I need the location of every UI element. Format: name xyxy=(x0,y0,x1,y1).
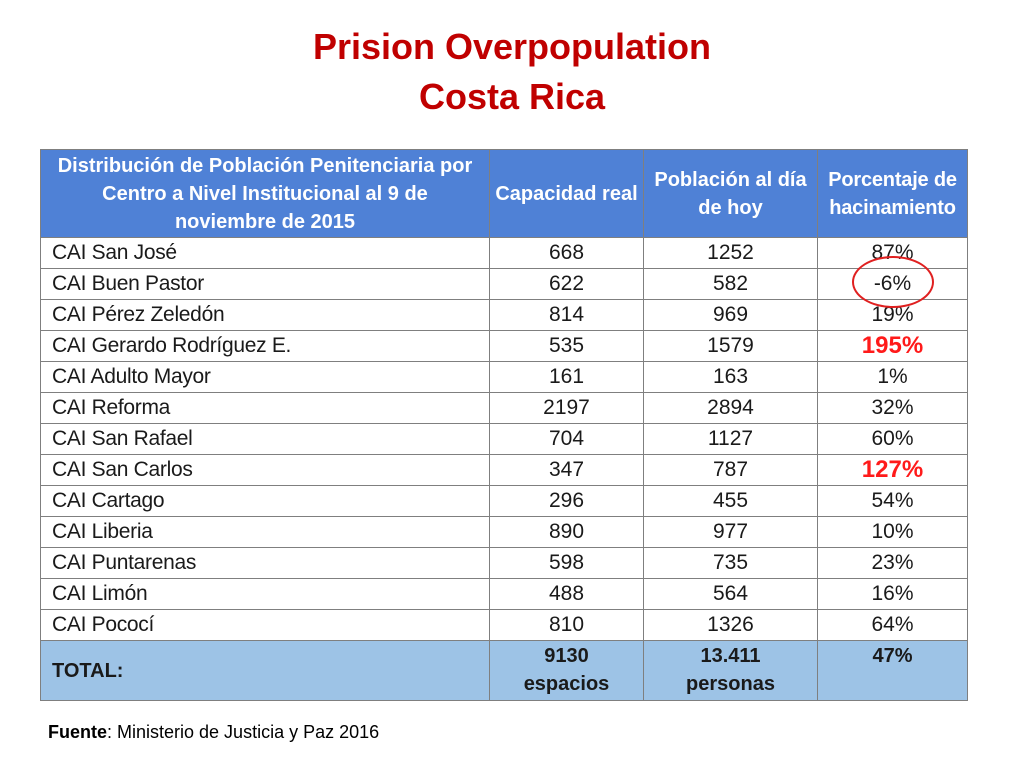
table-body: CAI San José 668 1252 87% CAI Buen Pastor 622… xyxy=(40,237,968,641)
table-row: CAI Pococí 810 1326 64% xyxy=(40,609,968,641)
center-name-cell: CAI Reforma xyxy=(40,392,490,424)
table-row: CAI San Rafael 704 1127 60% xyxy=(40,423,968,455)
capacity-cell: 810 xyxy=(489,609,644,641)
percentage-cell: 54% xyxy=(817,485,968,517)
population-cell: 977 xyxy=(643,516,818,548)
capacity-cell: 668 xyxy=(489,237,644,269)
total-percentage-value: 47% xyxy=(872,645,913,667)
percentage-cell: 60% xyxy=(817,423,968,455)
header-percentage: Porcentaje de hacinamiento xyxy=(817,149,968,238)
percentage-cell: 195% xyxy=(817,330,968,362)
table-row: CAI Liberia 890 977 10% xyxy=(40,516,968,548)
percentage-cell: 127% xyxy=(817,454,968,486)
capacity-cell: 347 xyxy=(489,454,644,486)
center-name-cell: CAI Pococí xyxy=(40,609,490,641)
population-cell: 969 xyxy=(643,299,818,331)
capacity-cell: 598 xyxy=(489,547,644,579)
capacity-cell: 622 xyxy=(489,268,644,300)
population-cell: 1579 xyxy=(643,330,818,362)
title-line-2: Costa Rica xyxy=(418,76,606,117)
population-cell: 1326 xyxy=(643,609,818,641)
table-row: CAI Cartago 296 455 54% xyxy=(40,485,968,517)
total-population: 13.411 personas xyxy=(643,640,818,701)
table-row: CAI Buen Pastor 622 582 -6% xyxy=(40,268,968,300)
table-row: CAI Gerardo Rodríguez E. 535 1579 195% xyxy=(40,330,968,362)
table-footer: TOTAL: 9130 espacios 13.411 personas 47% xyxy=(40,640,968,701)
population-cell: 2894 xyxy=(643,392,818,424)
capacity-cell: 890 xyxy=(489,516,644,548)
table-row: CAI Puntarenas 598 735 23% xyxy=(40,547,968,579)
percentage-cell: 16% xyxy=(817,578,968,610)
center-name-cell: CAI San Carlos xyxy=(40,454,490,486)
header-distribution: Distribución de Población Penitenciaria … xyxy=(40,149,490,238)
population-cell: 564 xyxy=(643,578,818,610)
table-row: CAI San José 668 1252 87% xyxy=(40,237,968,269)
source-note: Fuente: Ministerio de Justicia y Paz 201… xyxy=(48,722,379,743)
table-row: CAI Reforma 2197 2894 32% xyxy=(40,392,968,424)
source-label: Fuente xyxy=(48,722,108,742)
total-population-unit: personas xyxy=(686,673,775,695)
population-cell: 735 xyxy=(643,547,818,579)
capacity-cell: 161 xyxy=(489,361,644,393)
center-name-cell: CAI San José xyxy=(40,237,490,269)
percentage-cell: 10% xyxy=(817,516,968,548)
percentage-cell: 1% xyxy=(817,361,968,393)
center-name-cell: CAI Pérez Zeledón xyxy=(40,299,490,331)
center-name-cell: CAI Puntarenas xyxy=(40,547,490,579)
center-name-cell: CAI San Rafael xyxy=(40,423,490,455)
population-cell: 582 xyxy=(643,268,818,300)
percentage-cell: 87% xyxy=(817,237,968,269)
percentage-cell: -6% xyxy=(817,268,968,300)
table-row: CAI Pérez Zeledón 814 969 19% xyxy=(40,299,968,331)
total-row: TOTAL: 9130 espacios 13.411 personas 47% xyxy=(40,640,968,701)
percentage-cell: 19% xyxy=(817,299,968,331)
title-line-1: Prision Overpopulation xyxy=(312,26,712,67)
total-percentage: 47% xyxy=(817,640,968,701)
table-row: CAI Adulto Mayor 161 163 1% xyxy=(40,361,968,393)
capacity-cell: 535 xyxy=(489,330,644,362)
table-row: CAI Limón 488 564 16% xyxy=(40,578,968,610)
total-capacity: 9130 espacios xyxy=(489,640,644,701)
percentage-cell: 32% xyxy=(817,392,968,424)
population-cell: 1252 xyxy=(643,237,818,269)
table-header: Distribución de Población Penitenciaria … xyxy=(40,149,968,238)
header-population: Población al día de hoy xyxy=(643,149,818,238)
percentage-cell: 64% xyxy=(817,609,968,641)
capacity-cell: 2197 xyxy=(489,392,644,424)
center-name-cell: CAI Limón xyxy=(40,578,490,610)
center-name-cell: CAI Cartago xyxy=(40,485,490,517)
center-name-cell: CAI Gerardo Rodríguez E. xyxy=(40,330,490,362)
population-cell: 455 xyxy=(643,485,818,517)
capacity-cell: 704 xyxy=(489,423,644,455)
population-cell: 787 xyxy=(643,454,818,486)
header-capacity: Capacidad real xyxy=(489,149,644,238)
capacity-cell: 296 xyxy=(489,485,644,517)
slide-title: Prision Overpopulation Costa Rica xyxy=(0,22,1024,122)
center-name-cell: CAI Buen Pastor xyxy=(40,268,490,300)
total-population-value: 13.411 xyxy=(700,645,761,667)
total-capacity-value: 9130 xyxy=(544,645,589,667)
center-name-cell: CAI Adulto Mayor xyxy=(40,361,490,393)
center-name-cell: CAI Liberia xyxy=(40,516,490,548)
population-cell: 1127 xyxy=(643,423,818,455)
source-text: : Ministerio de Justicia y Paz 2016 xyxy=(107,722,380,742)
population-cell: 163 xyxy=(643,361,818,393)
total-label: TOTAL: xyxy=(40,640,490,701)
total-capacity-unit: espacios xyxy=(523,673,610,695)
header-row: Distribución de Población Penitenciaria … xyxy=(40,149,968,238)
capacity-cell: 488 xyxy=(489,578,644,610)
table-row: CAI San Carlos 347 787 127% xyxy=(40,454,968,486)
percentage-cell: 23% xyxy=(817,547,968,579)
capacity-cell: 814 xyxy=(489,299,644,331)
overpopulation-table: Distribución de Población Penitenciaria … xyxy=(40,149,968,701)
